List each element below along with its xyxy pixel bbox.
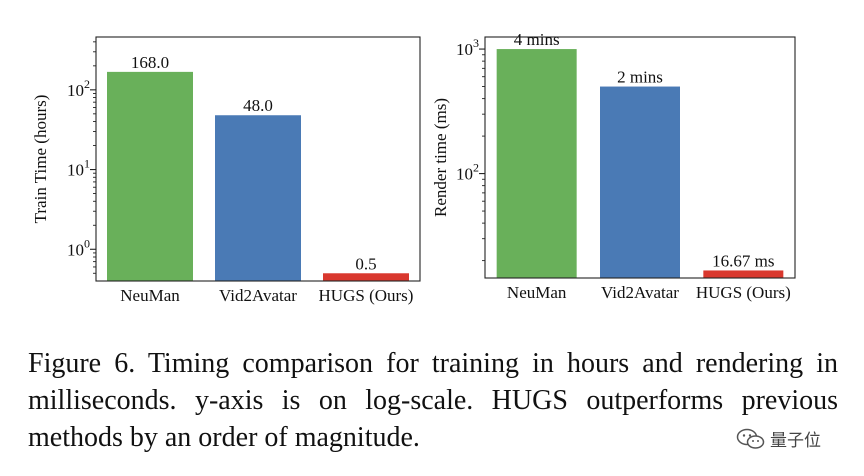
y-tick-label: 101 [67, 157, 90, 180]
watermark-text: 量子位 [770, 431, 821, 451]
y-tick-label: 100 [67, 236, 90, 259]
data-label-hugs-ours: 16.67 ms [712, 251, 774, 270]
figure-caption: Figure 6. Timing comparison for training… [28, 348, 838, 453]
render-time-chart: 4 mins NeuMan 2 mins Vid2Avatar 16.67 ms HUGS… [431, 30, 796, 302]
data-label-vid2avatar: 48.0 [243, 96, 273, 115]
x-tick-label-vid2avatar: Vid2Avatar [601, 283, 679, 302]
x-tick-label-vid2avatar: Vid2Avatar [219, 286, 297, 305]
data-label-hugs-ours: 0.5 [355, 254, 376, 273]
bar-hugs-ours [323, 273, 409, 281]
bar-vid2avatar [600, 86, 680, 278]
bar-hugs-ours [703, 270, 784, 278]
bar-vid2avatar [215, 115, 301, 281]
wechat-icon [736, 428, 765, 449]
y-axis-label: Train Time (hours) [31, 95, 50, 224]
watermark: 量子位 [736, 426, 821, 451]
y-axis-label: Render time (ms) [431, 98, 450, 217]
plot-frame [484, 36, 796, 279]
data-label-neuman: 4 mins [514, 30, 560, 49]
x-tick-label-hugs-ours: HUGS (Ours) [696, 283, 791, 302]
plot-frame [95, 36, 421, 282]
y-tick-label: 102 [456, 161, 479, 184]
bar-neuman [496, 49, 577, 279]
x-tick-label-neuman: NeuMan [507, 283, 567, 302]
y-tick-label: 103 [456, 36, 479, 59]
data-label-neuman: 168.0 [131, 53, 169, 72]
x-tick-label-hugs-ours: HUGS (Ours) [319, 286, 414, 305]
y-tick-label: 102 [67, 77, 90, 100]
x-tick-label-neuman: NeuMan [120, 286, 180, 305]
train-time-chart: 168.0 NeuMan 48.0 Vid2Avatar 0.5 HUGS (Ours) 1… [31, 36, 421, 305]
bar-neuman [107, 71, 193, 281]
data-label-vid2avatar: 2 mins [617, 68, 663, 87]
figure-6-charts: 168.0 NeuMan 48.0 Vid2Avatar 0.5 HUGS (Ours) 1… [31, 30, 796, 305]
